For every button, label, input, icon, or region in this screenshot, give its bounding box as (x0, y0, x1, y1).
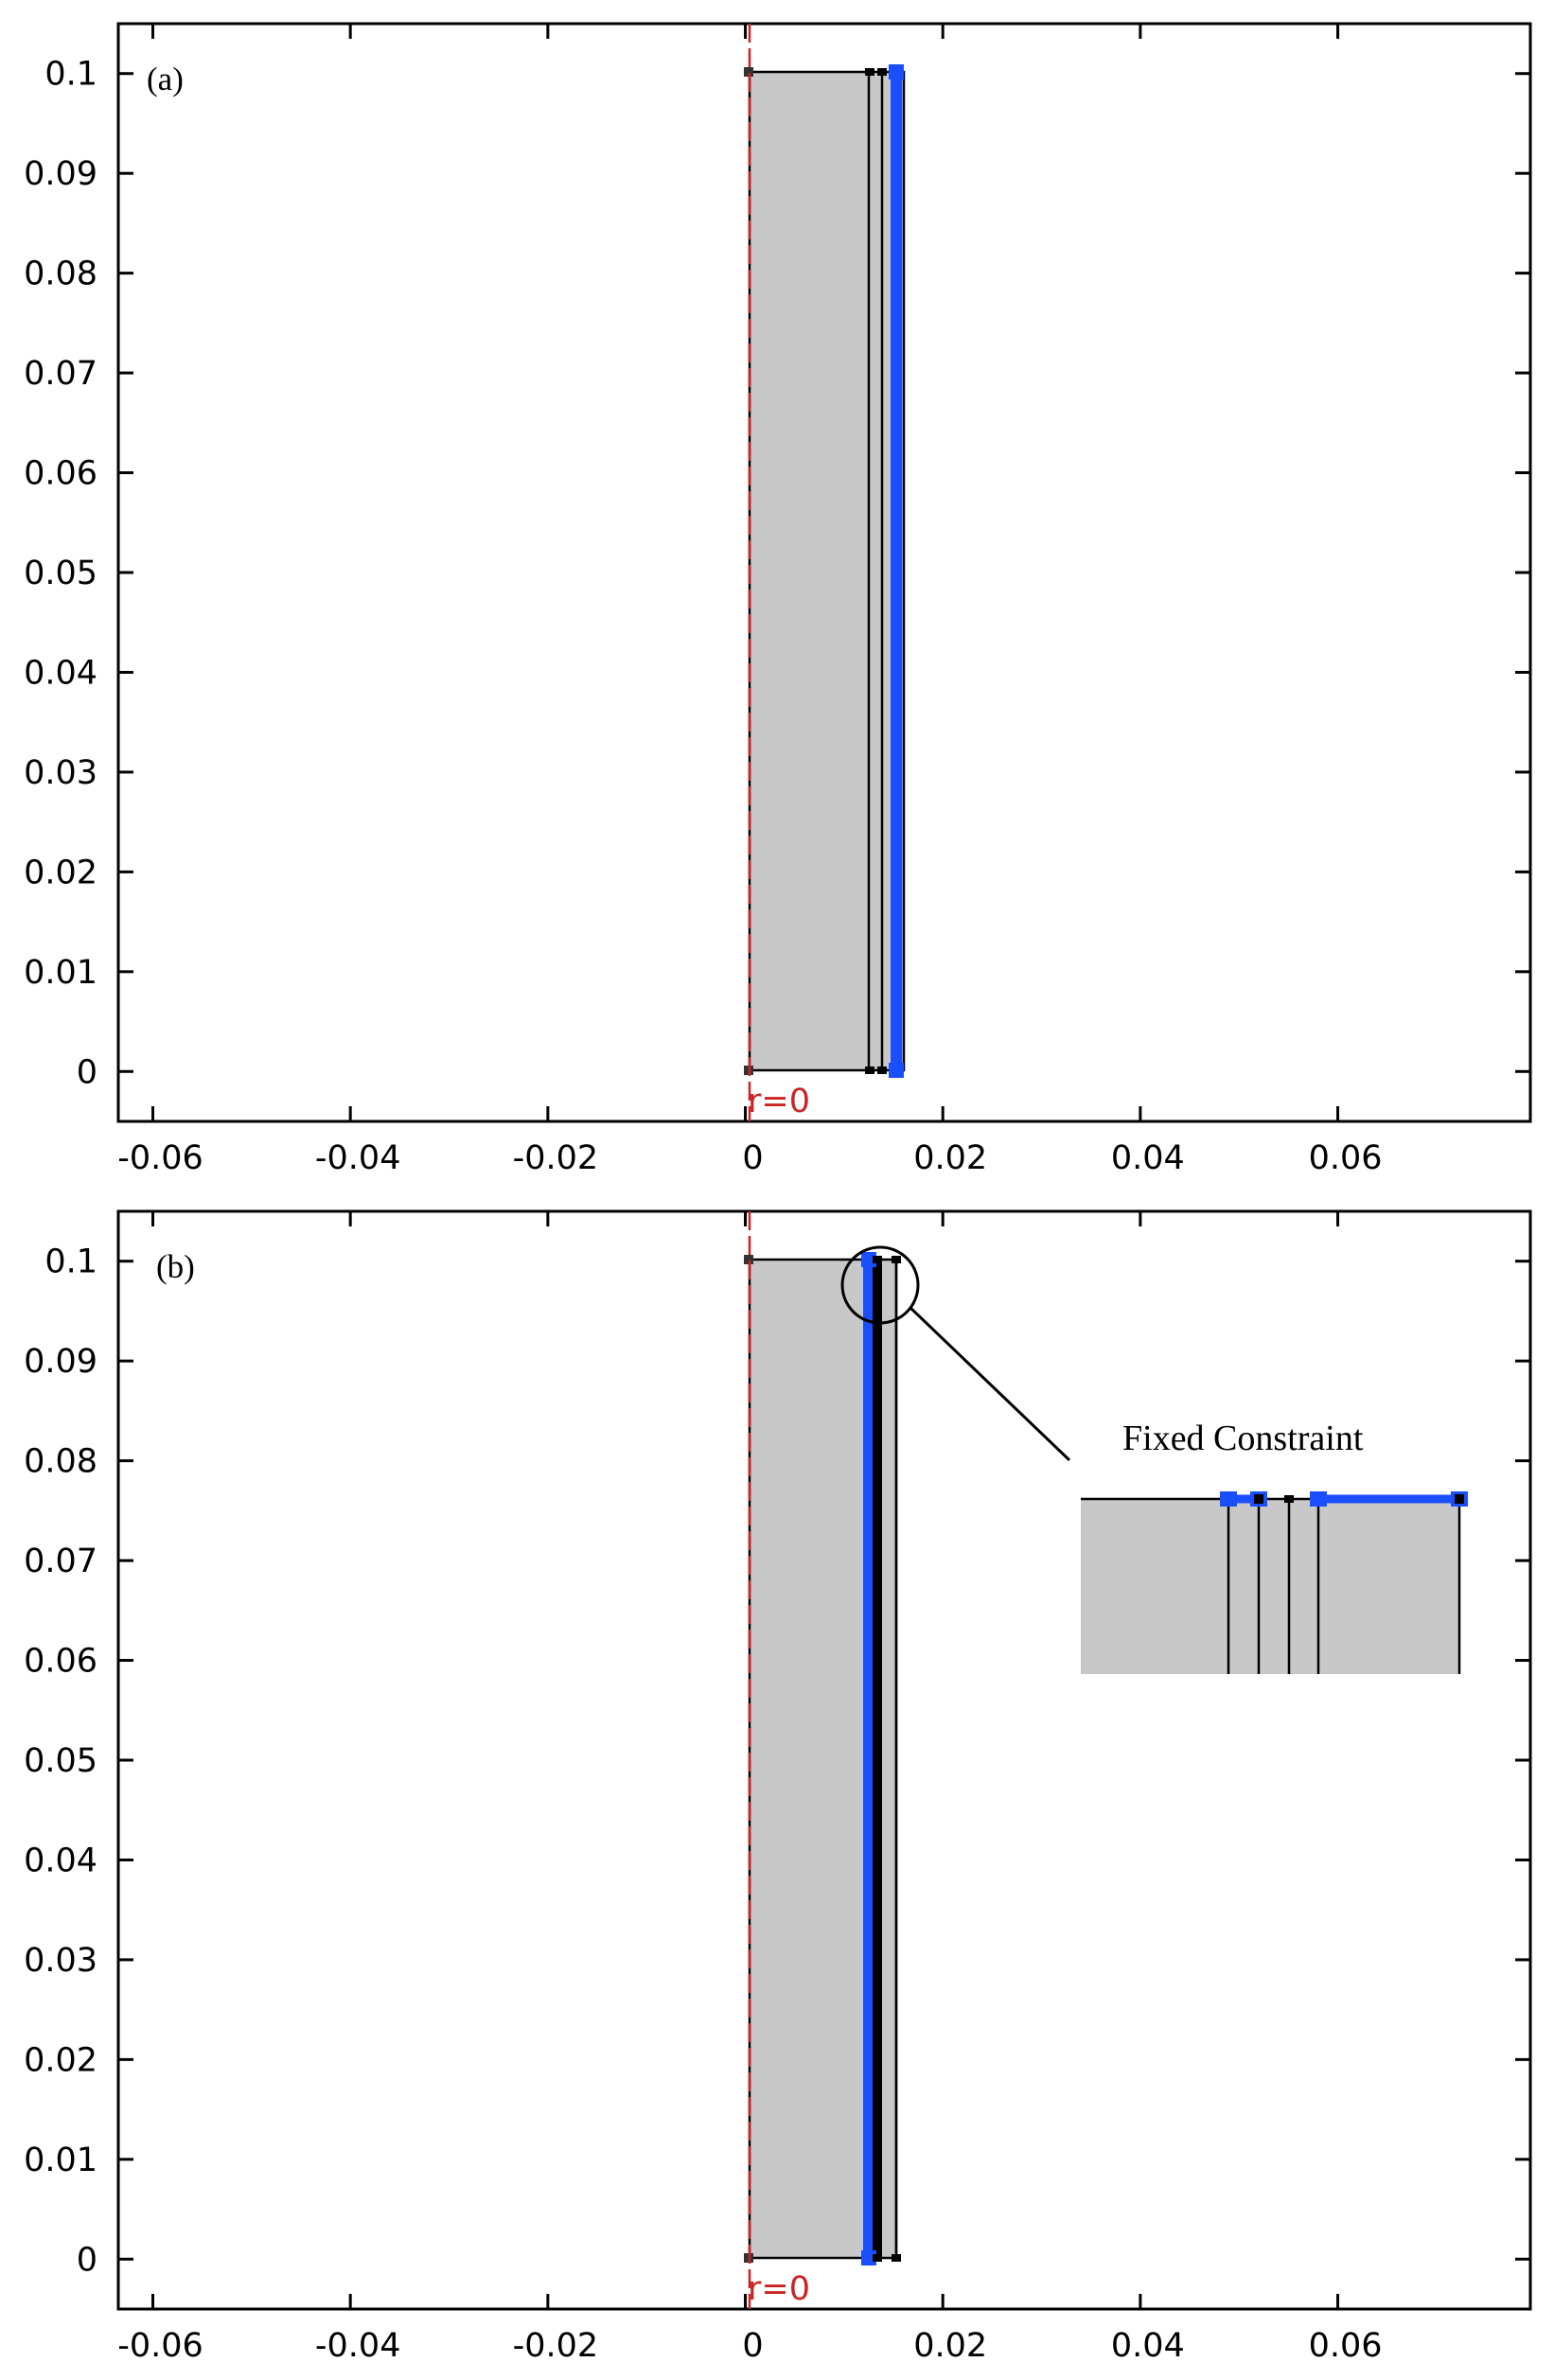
vertex-marker (1220, 1491, 1237, 1507)
vertex-marker (1310, 1491, 1327, 1507)
panel-label: (a) (147, 61, 184, 97)
y-tick-label: 0.1 (44, 56, 97, 94)
symmetry-axis-label: r=0 (748, 1083, 810, 1120)
callout-leader (909, 1306, 1071, 1462)
y-tick-label: 0 (77, 2241, 97, 2279)
x-tick-label: 0.06 (1309, 1139, 1383, 1177)
y-tick-label: 0 (77, 1053, 97, 1091)
x-tick-label: 0.04 (1111, 2327, 1185, 2365)
inset-fill (1081, 1499, 1459, 1674)
panel-a: -0.06 -0.04 -0.02 0 0.02 0.04 0.06 0.1 0.09 0.08… (24, 22, 1532, 1177)
y-tick-label: 0.06 (24, 455, 97, 493)
callout-inset (1081, 1491, 1468, 1674)
callout-circle (840, 1245, 920, 1325)
x-axis-ticks: -0.06 -0.04 -0.02 0 0.02 0.04 0.06 (117, 1211, 1383, 2365)
panel-label: (b) (156, 1248, 195, 1285)
y-tick-label: 0.04 (24, 654, 97, 692)
x-tick-label: 0.02 (913, 1139, 987, 1177)
y-tick-label: 0.08 (24, 1443, 97, 1481)
vertex-marker (892, 2254, 901, 2262)
y-tick-label: 0.03 (24, 754, 97, 792)
vertex-marker (877, 68, 887, 76)
x-tick-label: 0.04 (1111, 1139, 1185, 1177)
vertex-marker (892, 1256, 901, 1263)
geometry-domain (744, 64, 906, 1078)
y-axis-ticks: 0.1 0.09 0.08 0.07 0.06 0.05 0.04 0.03 0.02 0.01 0 (24, 1243, 1530, 2279)
geometry-domain (744, 1252, 901, 2265)
y-tick-label: 0.06 (24, 1643, 97, 1681)
x-tick-label: -0.04 (315, 2327, 401, 2365)
x-tick-label: -0.06 (117, 2327, 203, 2365)
domain-fill (748, 70, 906, 1072)
y-tick-label: 0.01 (24, 954, 97, 992)
vertex-marker (744, 1255, 753, 1264)
y-tick-label: 0.05 (24, 555, 97, 592)
x-tick-label: -0.02 (513, 1139, 599, 1177)
vertex-marker (1284, 1495, 1294, 1503)
y-axis-ticks: 0.1 0.09 0.08 0.07 0.06 0.05 0.04 0.03 0.02 0.01 0 (24, 56, 1530, 1091)
x-tick-label: 0 (742, 2327, 763, 2365)
y-tick-label: 0.05 (24, 1742, 97, 1780)
vertex-marker (889, 64, 904, 79)
y-tick-label: 0.07 (24, 355, 97, 393)
y-tick-label: 0.08 (24, 256, 97, 293)
y-tick-label: 0.04 (24, 1842, 97, 1879)
x-tick-label: -0.06 (117, 1139, 203, 1177)
fixed-constraint-callout: Fixed Constraint (840, 1245, 1468, 1674)
x-tick-label: 0 (742, 1139, 763, 1177)
y-tick-label: 0.07 (24, 1543, 97, 1580)
y-tick-label: 0.09 (24, 155, 97, 193)
y-tick-label: 0.03 (24, 1942, 97, 1980)
vertex-marker (889, 1063, 904, 1078)
vertex-marker (1254, 1494, 1263, 1504)
vertex-marker (873, 1256, 882, 1263)
vertex-marker (744, 67, 753, 77)
symmetry-axis-label: r=0 (748, 2270, 810, 2308)
x-tick-label: -0.02 (513, 2327, 599, 2365)
x-tick-label: -0.04 (315, 1139, 401, 1177)
x-tick-label: 0.02 (913, 2327, 987, 2365)
vertex-marker (865, 1067, 874, 1074)
callout-label: Fixed Constraint (1122, 1419, 1364, 1458)
y-tick-label: 0.01 (24, 2142, 97, 2179)
vertex-marker (1455, 1494, 1464, 1504)
x-tick-label: 0.06 (1309, 2327, 1383, 2365)
vertex-marker (873, 2254, 882, 2262)
vertex-marker (877, 1067, 887, 1074)
vertex-marker (865, 68, 874, 76)
y-tick-label: 0.1 (44, 1243, 97, 1281)
x-axis-ticks: -0.06 -0.04 -0.02 0 0.02 0.04 0.06 (117, 24, 1383, 1177)
panel-b: -0.06 -0.04 -0.02 0 0.02 0.04 0.06 0.1 0.09 0.08… (24, 1209, 1532, 2365)
y-tick-label: 0.09 (24, 1343, 97, 1381)
y-tick-label: 0.02 (24, 854, 97, 891)
y-tick-label: 0.02 (24, 2041, 97, 2079)
